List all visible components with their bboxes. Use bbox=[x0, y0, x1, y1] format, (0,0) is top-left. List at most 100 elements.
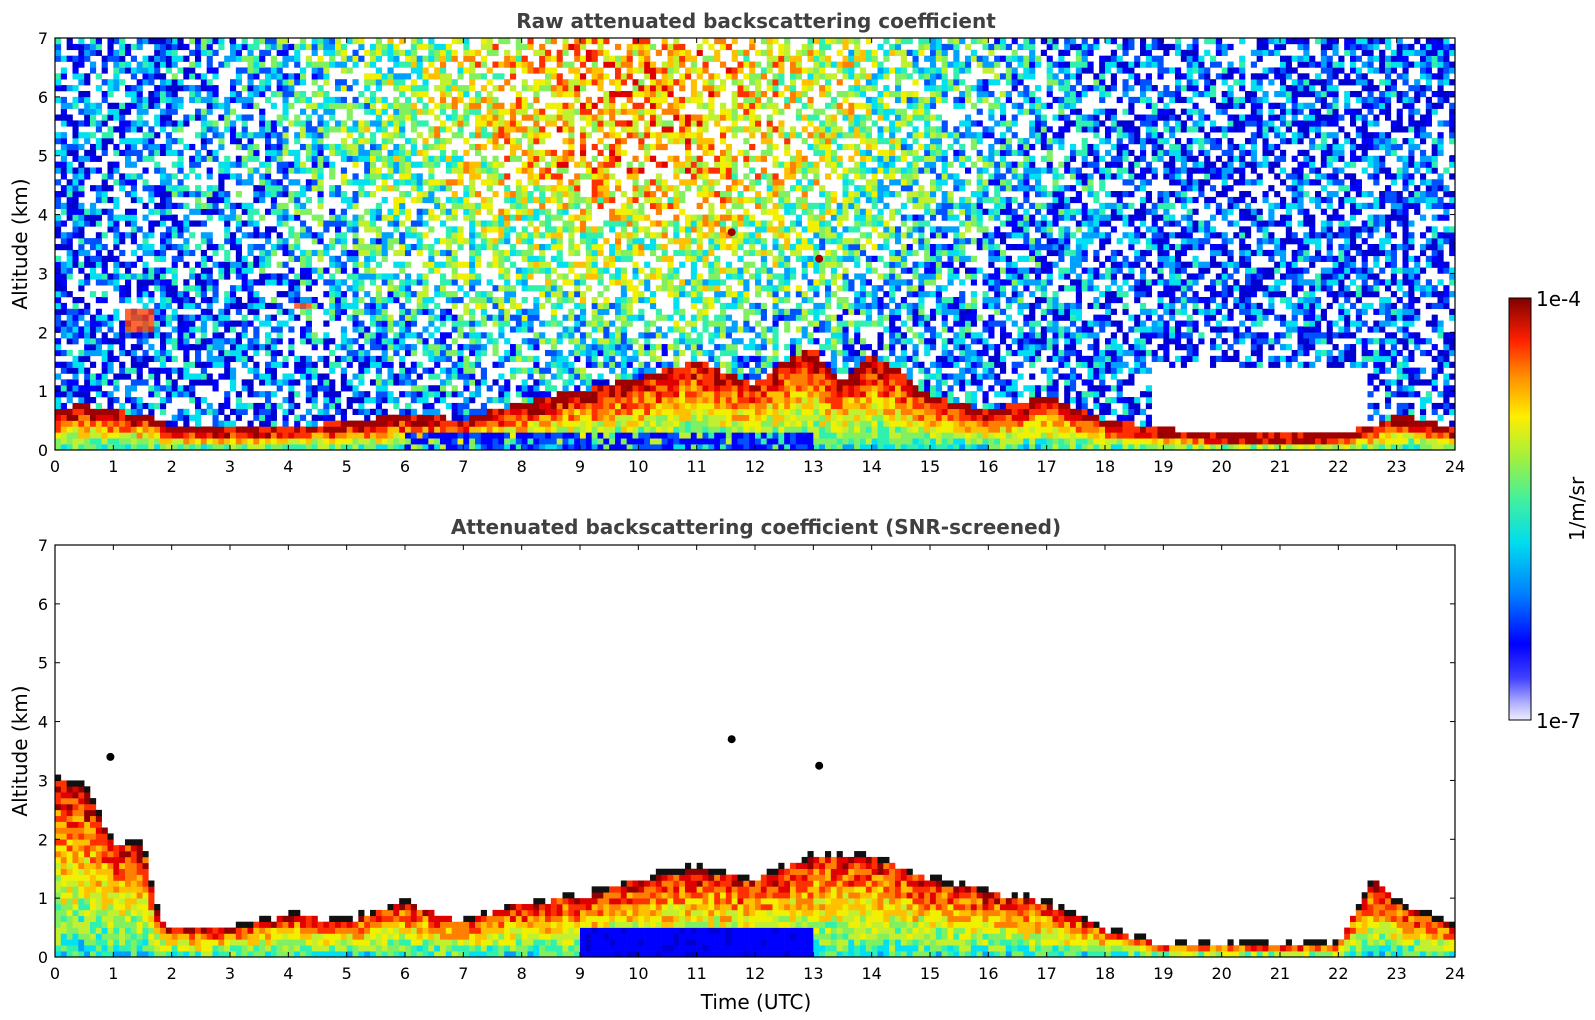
heatmap-cell bbox=[393, 285, 400, 292]
heatmap-cell bbox=[399, 279, 406, 286]
heatmap-cell bbox=[562, 432, 569, 439]
heatmap-cell bbox=[545, 402, 552, 410]
heatmap-cell bbox=[148, 132, 155, 139]
heatmap-cell bbox=[515, 232, 522, 239]
heatmap-cell bbox=[358, 320, 365, 327]
heatmap-cell bbox=[200, 438, 207, 445]
heatmap-cell bbox=[655, 132, 662, 139]
heatmap-cell bbox=[393, 220, 400, 227]
heatmap-cell bbox=[469, 432, 476, 439]
heatmap-cell bbox=[148, 226, 155, 233]
heatmap-cell bbox=[381, 326, 388, 333]
heatmap-cell bbox=[457, 361, 464, 368]
heatmap-cell bbox=[200, 296, 207, 304]
heatmap-cell bbox=[562, 379, 569, 386]
heatmap-cell bbox=[276, 114, 283, 121]
heatmap-cell bbox=[661, 226, 668, 233]
heatmap-cell bbox=[113, 408, 120, 415]
heatmap-cell bbox=[323, 279, 330, 286]
heatmap-cell bbox=[486, 202, 493, 209]
heatmap-cell bbox=[655, 326, 662, 333]
heatmap-cell bbox=[288, 179, 295, 186]
heatmap-cell bbox=[650, 96, 657, 104]
heatmap-cell bbox=[597, 108, 604, 115]
heatmap-cell bbox=[615, 373, 622, 380]
heatmap-cell bbox=[183, 438, 190, 445]
heatmap-cell bbox=[358, 344, 365, 351]
heatmap-cell bbox=[300, 120, 307, 127]
heatmap-cell bbox=[562, 444, 569, 451]
heatmap-cell bbox=[381, 138, 388, 145]
heatmap-cell bbox=[632, 273, 639, 280]
heatmap-cell bbox=[119, 232, 126, 239]
heatmap-cell bbox=[539, 67, 546, 74]
heatmap-cell bbox=[90, 261, 97, 268]
heatmap-cell bbox=[469, 102, 476, 109]
heatmap-cell bbox=[486, 432, 493, 439]
heatmap-cell bbox=[375, 143, 382, 151]
heatmap-cell bbox=[352, 149, 359, 157]
heatmap-cell bbox=[451, 161, 458, 168]
heatmap-cell bbox=[95, 85, 102, 92]
heatmap-cell bbox=[585, 255, 592, 262]
heatmap-cell bbox=[142, 420, 149, 427]
heatmap-cell bbox=[340, 244, 347, 251]
heatmap-cell bbox=[148, 332, 155, 339]
heatmap-cell bbox=[72, 296, 79, 304]
heatmap-cell bbox=[55, 191, 62, 198]
heatmap-cell bbox=[165, 232, 172, 239]
heatmap-cell bbox=[545, 114, 552, 121]
heatmap-cell bbox=[545, 214, 552, 221]
heatmap-cell bbox=[142, 102, 149, 109]
heatmap-cell bbox=[259, 296, 266, 304]
heatmap-cell bbox=[340, 379, 347, 386]
heatmap-cell bbox=[305, 179, 312, 186]
heatmap-cell bbox=[416, 149, 423, 157]
heatmap-cell bbox=[521, 338, 528, 345]
heatmap-cell bbox=[282, 308, 289, 315]
heatmap-cell bbox=[247, 220, 254, 227]
heatmap-cell bbox=[451, 179, 458, 186]
heatmap-cell bbox=[585, 361, 592, 368]
heatmap-cell bbox=[422, 85, 429, 92]
heatmap-cell bbox=[568, 61, 575, 68]
heatmap-cell bbox=[340, 438, 347, 445]
heatmap-cell bbox=[265, 314, 272, 321]
heatmap-cell bbox=[206, 273, 213, 280]
heatmap-cell bbox=[247, 302, 254, 310]
heatmap-cell bbox=[527, 373, 534, 380]
heatmap-cell bbox=[375, 96, 382, 104]
heatmap-cell bbox=[375, 126, 382, 133]
heatmap-cell bbox=[550, 320, 557, 327]
heatmap-cell bbox=[399, 244, 406, 251]
heatmap-cell bbox=[154, 85, 161, 92]
heatmap-cell bbox=[329, 149, 336, 157]
heatmap-cell bbox=[434, 373, 441, 380]
heatmap-cell bbox=[346, 220, 353, 227]
heatmap-cell bbox=[171, 226, 178, 233]
heatmap-cell bbox=[591, 38, 598, 45]
heatmap-cell bbox=[469, 232, 476, 239]
heatmap-cell bbox=[375, 361, 382, 368]
heatmap-cell bbox=[288, 432, 295, 439]
heatmap-cell bbox=[644, 179, 651, 186]
heatmap-cell bbox=[556, 185, 563, 192]
heatmap-cell bbox=[661, 96, 668, 104]
heatmap-cell bbox=[183, 85, 190, 92]
heatmap-cell bbox=[393, 55, 400, 62]
heatmap-cell bbox=[375, 55, 382, 62]
heatmap-cell bbox=[364, 208, 371, 215]
heatmap-cell bbox=[311, 397, 318, 404]
heatmap-cell bbox=[445, 208, 452, 215]
heatmap-cell bbox=[305, 132, 312, 139]
heatmap-cell bbox=[90, 385, 97, 392]
heatmap-cell bbox=[212, 420, 219, 427]
heatmap-cell bbox=[375, 355, 382, 363]
heatmap-cell bbox=[615, 432, 622, 439]
heatmap-cell bbox=[195, 338, 202, 345]
heatmap-cell bbox=[160, 167, 167, 174]
heatmap-cell bbox=[189, 249, 196, 257]
heatmap-cell bbox=[270, 226, 277, 233]
heatmap-cell bbox=[300, 432, 307, 439]
heatmap-cell bbox=[66, 320, 73, 327]
